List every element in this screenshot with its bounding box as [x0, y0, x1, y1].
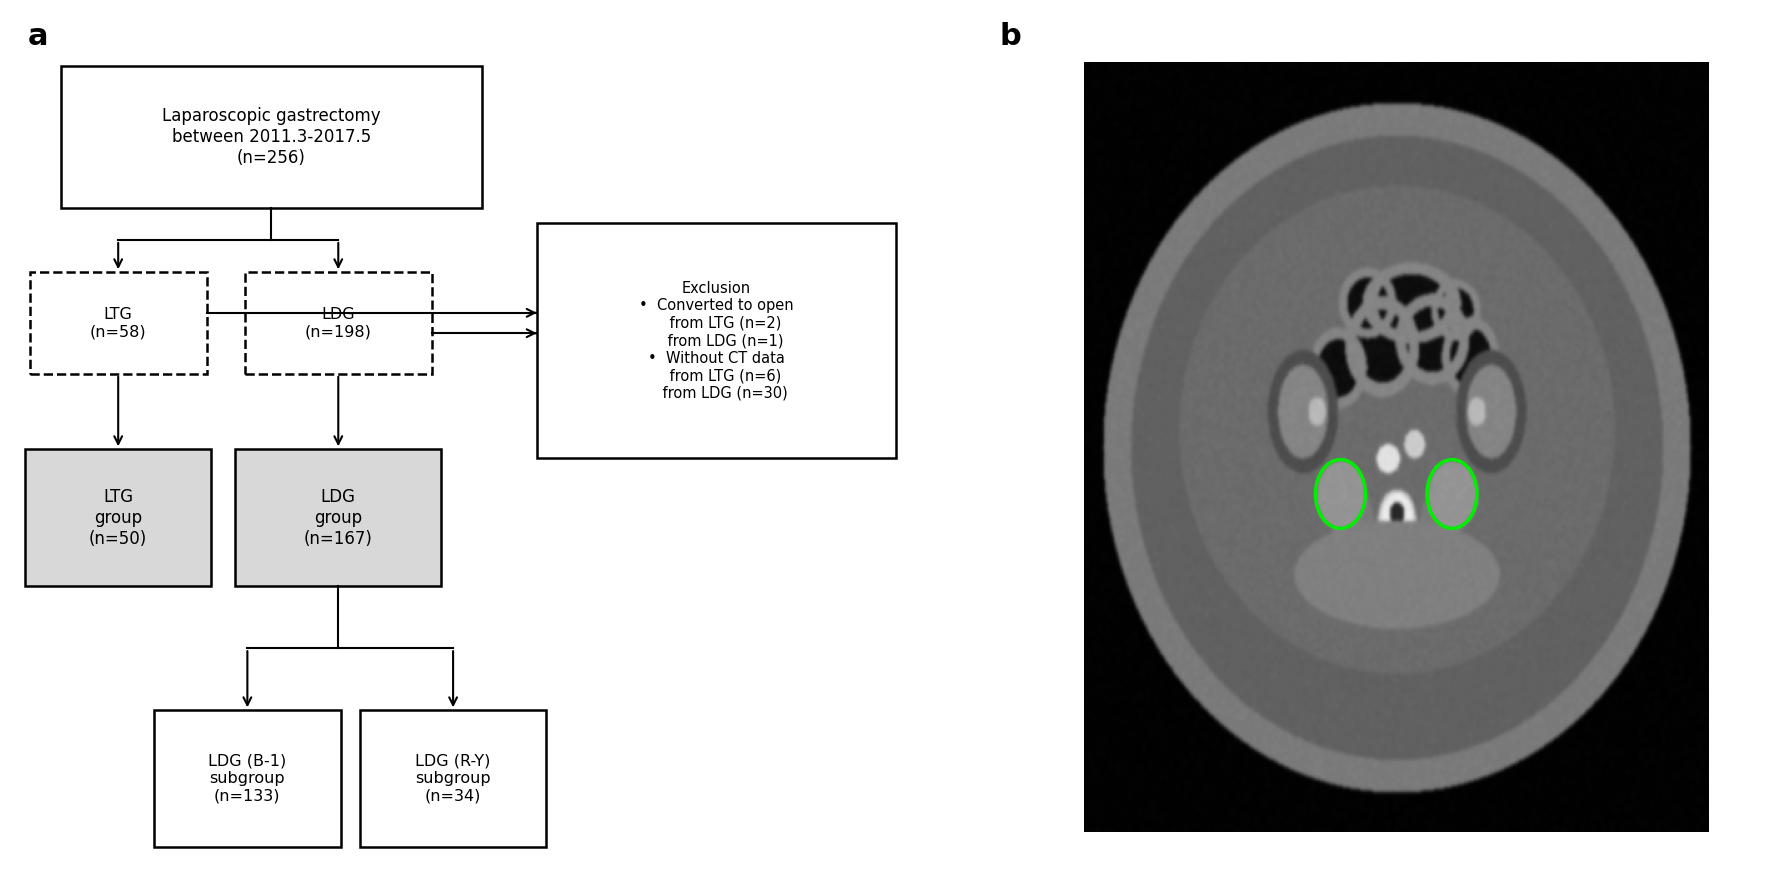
- Text: LDG
group
(n=167): LDG group (n=167): [303, 488, 372, 548]
- FancyBboxPatch shape: [60, 66, 482, 208]
- Text: b: b: [999, 22, 1022, 51]
- Text: Laparoscopic gastrectomy
between 2011.3-2017.5
(n=256): Laparoscopic gastrectomy between 2011.3-…: [161, 107, 381, 167]
- FancyBboxPatch shape: [30, 273, 207, 373]
- FancyBboxPatch shape: [236, 450, 441, 587]
- Text: Exclusion
•  Converted to open
    from LTG (n=2)
    from LDG (n=1)
•  Without : Exclusion • Converted to open from LTG (…: [640, 281, 794, 400]
- Text: a: a: [27, 22, 48, 51]
- FancyBboxPatch shape: [537, 223, 895, 458]
- Text: LDG (B-1)
subgroup
(n=133): LDG (B-1) subgroup (n=133): [209, 754, 287, 804]
- Text: LTG
group
(n=50): LTG group (n=50): [89, 488, 147, 548]
- Text: LTG
(n=58): LTG (n=58): [90, 307, 147, 339]
- FancyBboxPatch shape: [25, 450, 211, 587]
- FancyBboxPatch shape: [360, 710, 546, 848]
- FancyBboxPatch shape: [245, 273, 432, 373]
- Text: LDG
(n=198): LDG (n=198): [305, 307, 372, 339]
- Text: LDG (R-Y)
subgroup
(n=34): LDG (R-Y) subgroup (n=34): [415, 754, 491, 804]
- FancyBboxPatch shape: [154, 710, 340, 848]
